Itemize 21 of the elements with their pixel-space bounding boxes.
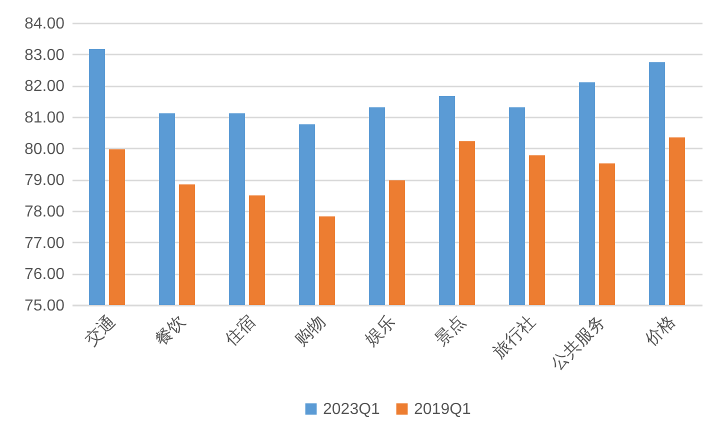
y-tick-label: 82.00	[24, 78, 65, 96]
x-tick-label: 住宿	[220, 312, 260, 350]
legend-label: 2023Q1	[323, 401, 380, 418]
y-tick-label: 75.00	[24, 298, 65, 314]
y-tick-label: 81.00	[24, 110, 65, 126]
y-tick-label: 79.00	[24, 172, 65, 190]
y-tick-label: 83.00	[24, 46, 65, 64]
x-tick-label: 购物	[292, 312, 330, 350]
x-tick-label: 公共服务	[548, 312, 610, 374]
legend-label: 2019Q1	[414, 401, 472, 418]
x-tick-label: 旅行社	[490, 312, 540, 362]
y-tick-label: 84.00	[24, 16, 65, 32]
x-tick-label: 景点	[432, 312, 470, 350]
y-tick-label: 80.00	[24, 140, 65, 158]
y-tick-label: 78.00	[24, 204, 65, 220]
x-tick-label: 价格	[640, 312, 680, 350]
x-tick-label: 交通	[82, 312, 120, 350]
x-tick-label: 餐饮	[152, 312, 190, 350]
x-tick-label: 娱乐	[362, 312, 400, 350]
y-tick-label: 77.00	[24, 234, 65, 252]
y-tick-label: 76.00	[24, 266, 65, 284]
